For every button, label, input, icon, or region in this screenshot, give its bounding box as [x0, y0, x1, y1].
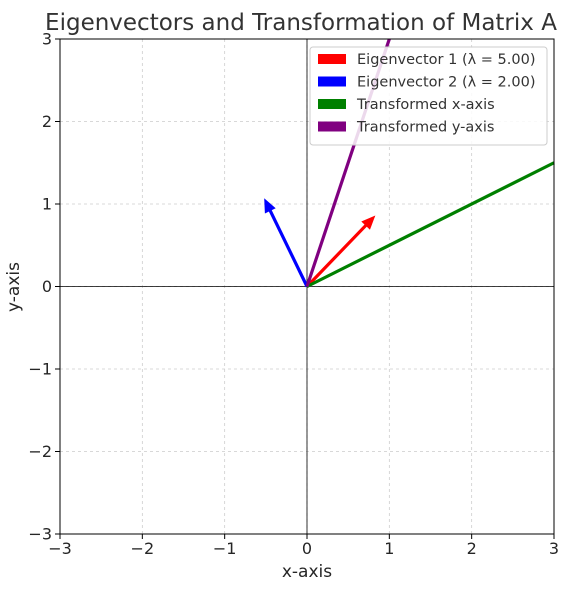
- y-tick-label-6: 3: [42, 30, 52, 49]
- y-axis-title: y-axis: [4, 262, 24, 312]
- legend-swatch-3: [318, 99, 346, 109]
- series-line-3: [306, 161, 555, 288]
- legend-swatch-1: [318, 54, 346, 64]
- y-tick-label-0: −3: [28, 525, 52, 544]
- legend-label-1: Eigenvector 1 (λ = 5.00): [357, 52, 536, 68]
- legend-swatch-4: [318, 121, 346, 132]
- x-ticks: −3 −2 −1 0 1 2 3: [48, 534, 559, 558]
- x-tick-label-5: 2: [467, 539, 477, 558]
- x-tick-label-1: −2: [131, 539, 155, 558]
- y-tick-label-5: 2: [42, 112, 52, 131]
- legend-label-3: Transformed x-axis: [356, 97, 495, 113]
- x-tick-label-6: 3: [549, 539, 559, 558]
- x-tick-label-0: −3: [48, 539, 72, 558]
- legend-label-2: Eigenvector 2 (λ = 2.00): [357, 75, 536, 91]
- x-tick-label-4: 1: [384, 539, 394, 558]
- arrow-shaft-2: [267, 208, 309, 288]
- x-tick-label-2: −1: [213, 539, 237, 558]
- legend: Eigenvector 1 (λ = 5.00) Eigenvector 2 (λ…: [309, 46, 548, 146]
- legend-swatch-2: [318, 76, 346, 87]
- y-ticks: −3 −2 −1 0 1 2 3: [28, 30, 60, 544]
- y-tick-label-1: −2: [28, 442, 52, 461]
- arrow-shaft-1: [305, 223, 369, 288]
- chart-title: Eigenvectors and Transformation of Matri…: [45, 10, 557, 36]
- x-axis-title: x-axis: [282, 562, 332, 582]
- y-tick-label-2: −1: [28, 360, 52, 379]
- arrow-head-1: [361, 215, 376, 230]
- x-tick-label-3: 0: [302, 539, 312, 558]
- y-tick-label-3: 0: [42, 277, 52, 296]
- legend-label-4: Transformed y-axis: [356, 120, 494, 136]
- legend-box: [309, 46, 548, 146]
- y-tick-label-4: 1: [42, 195, 52, 214]
- arrow-head-2: [264, 198, 276, 214]
